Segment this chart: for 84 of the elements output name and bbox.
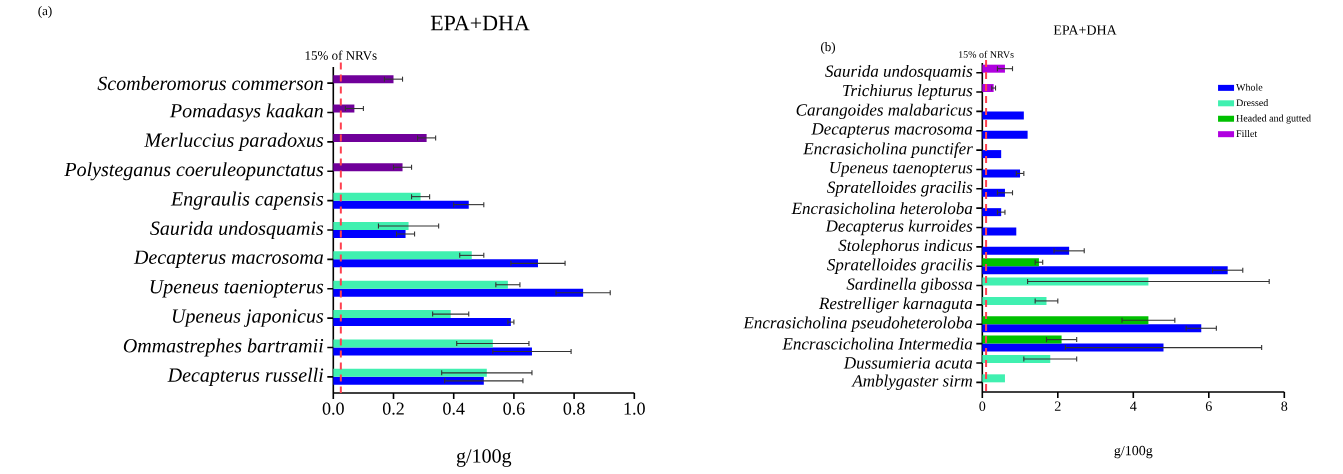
bar [982,335,1062,344]
bar [982,208,1002,217]
y-tick-label: Saurida undosquamis [150,220,324,240]
bar [333,288,584,297]
bar [333,318,511,327]
bar [982,324,1202,333]
y-tick-label: Upeneus japonicus [172,309,324,327]
bar [982,169,1021,178]
y-tick-label: Encrasicholina pseudoheteroloba [743,316,973,332]
y-tick-label: Decapterus macrosoma [133,250,324,269]
bar [333,259,538,268]
y-tick-label: Merluccius paradoxus [144,132,324,151]
bar [333,75,394,84]
y-tick-label: Pomadasys kaakan [169,103,323,122]
y-tick-label: Saurida undosquamis [825,64,973,81]
legend-label: Dressed [1236,99,1269,107]
y-tick-label: Stolephorus indicus [838,239,973,255]
bar [333,230,406,238]
y-tick-label: Engraulis capensis [170,191,324,210]
y-tick-label: Sardinella gibossa [846,277,973,294]
legend-label: Fillet [1236,129,1258,137]
y-tick-label: Dussumieria acuta [843,357,973,369]
bar [982,316,1149,325]
y-tick-label: Decapterus kurroides [825,219,973,236]
bar [333,347,532,356]
legend-label: Headed and gutted [1236,114,1311,124]
text: (b) [821,42,836,54]
x-tick-label: 4 [1130,401,1137,411]
x-tick-label: 6 [1205,401,1212,411]
x-tick-label: 1.0 [624,402,645,415]
y-tick-label: Polysteganus coeruleopunctatus [64,162,324,181]
bar [982,296,1047,305]
chart-title: EPA+DHA [1053,25,1117,35]
y-tick-label: Encrasicholina heteroloba [791,202,973,215]
y-tick-label: Decapterus macrosoma [811,123,973,139]
bar [982,111,1024,120]
legend-label: Whole [1236,83,1263,91]
text: (a) [38,6,52,18]
bar [333,163,403,172]
bar [982,246,1070,255]
x-axis-title: g/100g [1114,445,1153,459]
bar [982,374,1005,383]
y-tick-label: Encrasicholina punctifer [803,142,973,158]
y-tick-label: Spratelloides gracilis [827,258,973,274]
bar [333,376,484,385]
x-tick-label: 0.0 [322,402,344,415]
bar [982,227,1017,236]
y-tick-label: Carangoides malabaricus [796,103,973,120]
x-tick-label: 2 [1054,401,1061,411]
chart-title: EPA+DHA [430,15,530,31]
bar [333,192,421,201]
y-tick-label: Scomberomorus commerson [97,76,323,91]
bar [333,339,493,348]
y-tick-label: Upeneus taenopterus [830,162,973,177]
y-tick-label: Spratelloides gracilis [827,181,973,197]
bar [982,266,1228,275]
bar [333,251,472,260]
bar [982,64,1005,73]
x-tick-label: 0.2 [382,402,404,415]
y-tick-label: Ommastrephes bartramii [123,338,324,357]
bar [333,133,427,142]
y-tick-label: Upeneus taeniopterus [150,280,324,298]
bar [982,277,1149,286]
y-tick-label: Restrelliger karnaguta [818,297,973,313]
ref-line-label: 15% of NRVs [305,50,377,60]
x-tick-label: 8 [1281,401,1288,411]
y-tick-label: Amblygaster sirm [851,374,973,391]
x-tick-label: 0.6 [503,402,525,415]
ref-line-label: 15% of NRVs [959,50,1014,58]
x-tick-label: 0 [979,401,986,411]
y-tick-label: Trichiurus lepturus [843,84,973,100]
x-axis-title: g/100g [456,449,512,467]
y-tick-label: Decapterus russelli [167,367,324,386]
bar [333,280,508,289]
bar [982,150,1002,159]
bar [982,130,1028,139]
x-tick-label: 0.8 [563,402,585,415]
y-tick-label: Encrascicholina Intermedia [782,337,973,350]
bar [982,343,1164,352]
bar [333,310,451,319]
bar [333,368,487,377]
bar [982,258,1039,267]
bar [333,200,469,209]
x-tick-label: 0.4 [443,402,465,415]
